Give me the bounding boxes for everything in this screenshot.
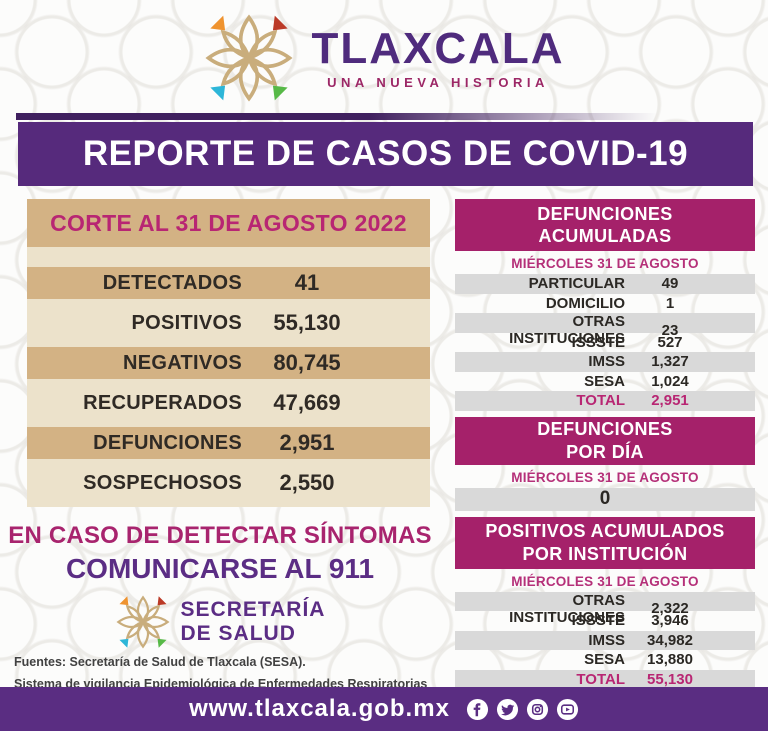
row-value: 49 [661,275,679,293]
symptoms-notice: EN CASO DE DETECTAR SÍNTOMAS COMUNICARSE… [5,522,435,585]
table-row: DOMICILIO 1 [455,294,755,314]
row-label: ISSSTE [571,333,625,351]
row-value: 2,951 [651,392,689,410]
youtube-icon [556,698,578,720]
symptoms-notice-line1: EN CASO DE DETECTAR SÍNTOMAS [8,522,432,549]
row-value: 1,024 [651,372,689,390]
panel-title-line1: POSITIVOS ACUMULADOS [485,521,725,541]
stat-label: RECUPERADOS [83,391,242,414]
panel-title-line1: DEFUNCIONES [537,203,673,224]
positives-by-institution-header: POSITIVOS ACUMULADOS POR INSTITUCIÓN [455,516,755,569]
row-label: SESA [584,651,625,669]
row-value: 2,322 [651,600,689,617]
stat-label: SOSPECHOSOS [83,471,242,494]
stat-row-sospechosos: SOSPECHOSOS 2,550 [27,459,430,507]
stat-value: 55,130 [273,310,341,335]
row-label: PARTICULAR [528,275,625,293]
salud-flower-icon [116,595,169,649]
row-label: DOMICILIO [545,294,625,312]
stat-label: NEGATIVOS [122,351,242,374]
row-label: TOTAL [576,670,625,688]
brand-name: TLAXCALA [311,23,565,73]
cutoff-stats-panel: CORTE AL 31 DE AGOSTO 2022 DETECTADOS 41… [27,199,430,507]
stat-row-detectados: DETECTADOS 41 [27,267,430,299]
stat-label: DEFUNCIONES [93,431,242,454]
stat-label: DETECTADOS [102,271,242,294]
twitter-icon [496,698,518,720]
table-row: SESA 1,024 [455,372,755,392]
stat-row-recuperados: RECUPERADOS 47,669 [27,379,430,427]
row-label: ISSSTE [571,612,625,630]
salud-text-line1: SECRETARÍA [180,597,326,621]
table-row: PARTICULAR 49 [455,274,755,294]
row-value: 23 [661,321,679,339]
table-row: IMSS 1,327 [455,352,755,372]
page-title: REPORTE DE CASOS DE COVID-19 [82,134,689,173]
facebook-icon [466,698,488,720]
stat-value: 80,745 [273,350,341,375]
row-label: IMSS [588,631,625,649]
brand-text: TLAXCALA UNA NUEVA HISTORIA [311,23,565,90]
deaths-accumulated-date: MIÉRCOLES 31 DE AGOSTO [511,256,699,271]
table-row: SESA 13,880 [455,650,755,670]
row-value: 3,946 [651,612,689,630]
row-label: TOTAL [576,392,625,410]
stat-value: 47,669 [273,390,341,415]
panel-spacer [27,247,430,267]
table-row: ISSSTE 527 [455,333,755,353]
source-line1: Fuentes: Secretaría de Salud de Tlaxcala… [14,655,306,669]
row-label: OTRAS INSTITUCIONES [509,591,625,626]
website-url: www.tlaxcala.gob.mx [189,695,450,722]
stat-label: POSITIVOS [131,311,242,334]
row-value: 527 [657,333,683,351]
deaths-accumulated-header: DEFUNCIONES ACUMULADAS [455,199,755,251]
footer-bar: www.tlaxcala.gob.mx [0,687,768,731]
cutoff-date-header: CORTE AL 31 DE AGOSTO 2022 [27,199,430,247]
panel-title-line2: POR INSTITUCIÓN [522,543,688,564]
row-value: 34,982 [647,631,693,649]
deaths-per-day-date: MIÉRCOLES 31 DE AGOSTO [511,469,699,485]
emergency-number-line: COMUNICARSE AL 911 [65,553,375,584]
row-value: 13,880 [647,651,693,669]
table-row: OTRAS INSTITUCIONES 23 [455,313,755,347]
panel-title-line2: ACUMULADAS [538,226,672,246]
header-brand: TLAXCALA UNA NUEVA HISTORIA [0,6,768,110]
salud-logo-text: SECRETARÍA DE SALUD [181,598,326,646]
table-row-total: TOTAL 2,951 [455,391,755,411]
panel-title-line1: DEFUNCIONES [537,419,673,439]
stat-row-defunciones: DEFUNCIONES 2,951 [27,427,430,459]
brand-tagline: UNA NUEVA HISTORIA [327,74,549,90]
secretaria-salud-logo: SECRETARÍA DE SALUD [0,594,440,650]
social-icons [466,698,579,721]
row-value: 1 [665,294,675,312]
tlaxcala-flower-logo-icon [207,13,292,103]
stat-value: 41 [294,270,320,295]
row-value: 1,327 [651,353,689,371]
stat-row-positivos: POSITIVOS 55,130 [27,299,430,347]
deaths-per-day-header: DEFUNCIONES POR DÍA [455,416,755,465]
row-label: OTRAS INSTITUCIONES [509,313,625,347]
stat-row-negativos: NEGATIVOS 80,745 [27,347,430,379]
stat-value: 2,951 [279,430,335,455]
right-panels: DEFUNCIONES ACUMULADAS MIÉRCOLES 31 DE A… [455,199,755,689]
row-label: SESA [584,372,625,390]
table-row: ISSSTE 3,946 [455,611,755,631]
positives-by-institution-date: MIÉRCOLES 31 DE AGOSTO [511,573,699,589]
panel-title-line2: POR DÍA [566,441,644,462]
report-title-band: REPORTE DE CASOS DE COVID-19 [18,122,753,186]
row-label: IMSS [588,353,625,371]
instagram-icon [526,698,548,720]
table-row: OTRAS INSTITUCIONES 2,322 [455,591,755,626]
stat-value: 2,550 [279,470,335,495]
salud-text-line2: DE SALUD [180,622,296,645]
table-row-total: TOTAL 55,130 [455,669,755,689]
row-value: 55,130 [647,670,693,688]
table-row: IMSS 34,982 [455,630,755,650]
deaths-per-day-value: 0 [455,487,755,511]
accent-divider [16,113,658,120]
